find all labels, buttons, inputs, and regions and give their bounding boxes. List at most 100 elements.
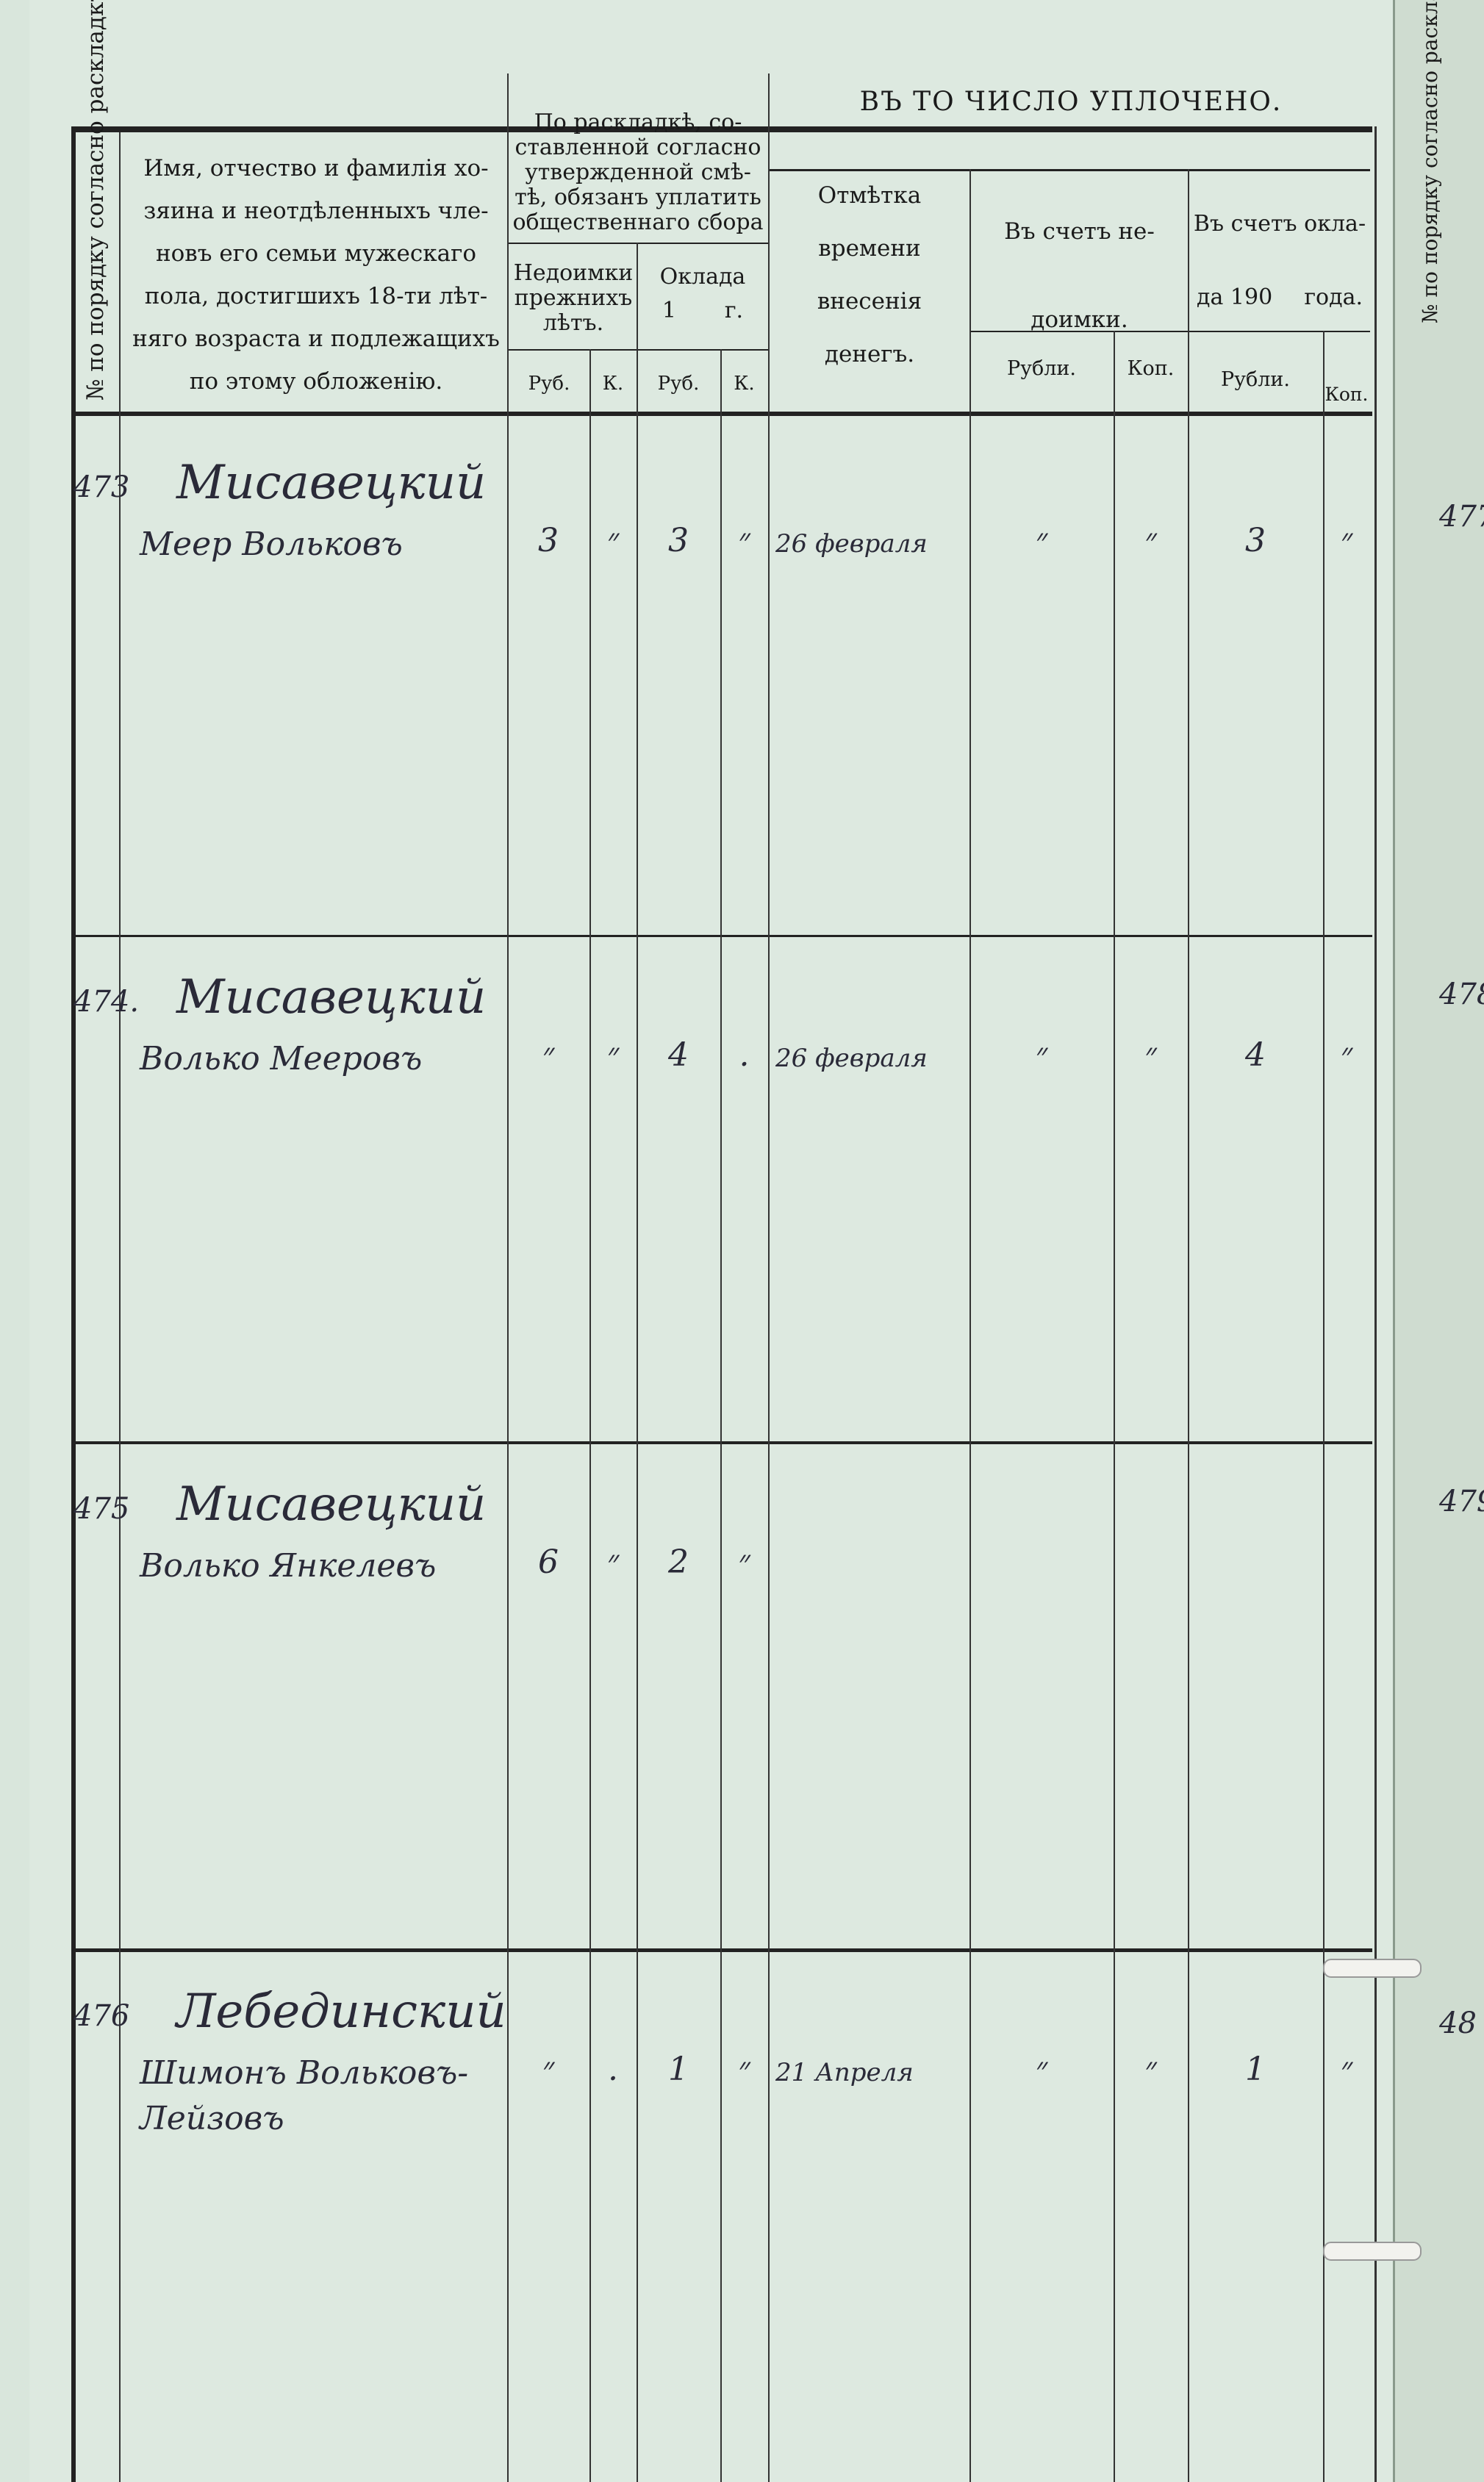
levy-kop-cell: ״ bbox=[738, 1543, 750, 1581]
column-divider bbox=[768, 73, 770, 2482]
given-names: Волько Янкелевъ bbox=[140, 1543, 436, 1589]
row-number: 473 bbox=[74, 470, 130, 504]
levy-rub-cell: 2 bbox=[668, 1543, 689, 1581]
header-line: внесенія bbox=[817, 288, 922, 315]
header-levy-suffix: г. bbox=[724, 298, 744, 323]
header-line: Недоимки bbox=[513, 260, 634, 286]
column-divider bbox=[969, 169, 971, 2482]
given-names: Шимонъ Вольковъ- Лейзовъ bbox=[140, 2051, 468, 2142]
next-page-row-number: 477 bbox=[1439, 500, 1484, 534]
header-line: тѣ, обязанъ уплатить bbox=[515, 184, 761, 210]
next-page-row-number: 479 bbox=[1439, 1485, 1484, 1518]
header-rubles: Рубли. bbox=[1006, 357, 1077, 380]
column-divider bbox=[637, 243, 638, 2482]
header-line: года. bbox=[1304, 284, 1363, 310]
header-line: Оклада bbox=[659, 264, 746, 290]
ledger-table bbox=[71, 126, 1377, 2482]
given-line: Волько Янкелевъ bbox=[140, 1547, 437, 1585]
paid-arr-rub-cell: ״ bbox=[1035, 2051, 1048, 2088]
next-page-row-number: 478 bbox=[1439, 978, 1484, 1011]
header-date: Отмѣтка времени внесенія денегъ. bbox=[770, 169, 969, 381]
arrears-rub-cell: ״ bbox=[542, 2051, 555, 2088]
levy-kop-cell: ״ bbox=[738, 522, 750, 559]
row-number: 474. bbox=[74, 985, 140, 1019]
levy-rub-cell: 3 bbox=[668, 522, 689, 559]
header-subrule bbox=[768, 169, 1370, 171]
surname: Лебединский bbox=[176, 1984, 506, 2039]
next-page-header: № по порядку согласно раскладкѣ. bbox=[1418, 0, 1442, 323]
row-divider bbox=[71, 1441, 1372, 1444]
arrears-rub-cell: 3 bbox=[538, 522, 559, 559]
header-rubles: Рубли. bbox=[1220, 368, 1291, 391]
arrears-kop-cell: . bbox=[608, 2051, 618, 2088]
header-line: доимки. bbox=[1030, 306, 1128, 333]
header-levy-year: 1 bbox=[662, 298, 676, 323]
paid-arr-kop-cell: ״ bbox=[1144, 522, 1157, 559]
surname: Мисавецкий bbox=[176, 970, 487, 1025]
header-line: Отмѣтка bbox=[817, 182, 922, 209]
header-line: по этому обложенію. bbox=[189, 368, 443, 395]
payment-date: 26 февраля bbox=[775, 529, 928, 559]
column-divider bbox=[507, 73, 509, 2482]
paid-levy-kop-cell: ״ bbox=[1340, 2051, 1353, 2088]
column-divider bbox=[720, 349, 722, 2482]
header-assessment: По раскладкѣ, со- ставленной согласно ут… bbox=[509, 110, 767, 235]
given-names: Меер Вольковъ bbox=[140, 522, 403, 567]
surname: Мисавецкий bbox=[176, 1477, 487, 1532]
arrears-kop-cell: ״ bbox=[606, 1036, 620, 1074]
header-line: утвержденной смѣ- bbox=[525, 159, 751, 185]
binding-cord bbox=[1323, 1959, 1422, 1978]
column-divider bbox=[119, 132, 121, 2482]
header-line: денегъ. bbox=[824, 341, 915, 367]
next-page-edge: № по порядку согласно раскладкѣ. 477 478… bbox=[1393, 0, 1484, 2482]
given-line: Меер Вольковъ bbox=[140, 526, 403, 563]
row-number: 476 bbox=[74, 1999, 130, 2033]
payment-date: 21 Апреля bbox=[775, 2058, 914, 2087]
header-name-column: Имя, отчество и фамилія хо- зяина и неот… bbox=[129, 147, 503, 403]
header-kop: К. bbox=[734, 373, 755, 395]
paid-levy-rub-cell: 1 bbox=[1245, 2051, 1266, 2088]
paid-arr-kop-cell: ״ bbox=[1144, 2051, 1157, 2088]
column-divider bbox=[589, 349, 591, 2482]
header-paid-arrears: Въ счетъ не- доимки. bbox=[971, 187, 1188, 364]
paid-levy-kop-cell: ״ bbox=[1340, 1036, 1353, 1074]
header-line: няго возраста и подлежащихъ bbox=[132, 326, 500, 352]
header-line: Имя, отчество и фамилія хо- bbox=[143, 155, 489, 182]
paid-levy-rub-cell: 4 bbox=[1245, 1036, 1266, 1074]
paid-arr-rub-cell: ״ bbox=[1035, 522, 1048, 559]
payment-date: 26 февраля bbox=[775, 1044, 928, 1073]
header-line: новъ его семьи мужескаго bbox=[155, 240, 476, 267]
next-page-row-number: 48 bbox=[1439, 2006, 1477, 2040]
paid-arr-rub-cell: ״ bbox=[1035, 1036, 1048, 1074]
header-line: лѣтъ. bbox=[542, 310, 604, 336]
header-line: да 190 bbox=[1197, 284, 1273, 310]
header-levy: Оклада 1 г. bbox=[638, 265, 767, 323]
header-line: По раскладкѣ, со- bbox=[534, 110, 742, 135]
header-line: зяина и неотдѣленныхъ чле- bbox=[143, 198, 489, 224]
header-line: прежнихъ bbox=[514, 285, 633, 311]
header-line: Въ счетъ не- bbox=[1004, 218, 1155, 245]
column-divider bbox=[1323, 331, 1325, 2482]
header-row-number: № по порядку согласно раскладкѣ. bbox=[82, 0, 109, 401]
header-line: ставленной согласно bbox=[515, 134, 761, 160]
given-line: Лейзовъ bbox=[140, 2100, 284, 2137]
levy-kop-cell: . bbox=[739, 1036, 750, 1074]
header-subrule bbox=[969, 331, 1370, 332]
header-bottom-rule bbox=[71, 412, 1372, 416]
header-line: времени bbox=[818, 235, 921, 262]
header-kopecks: Коп. bbox=[1325, 384, 1369, 405]
binding-cord bbox=[1323, 2242, 1422, 2261]
given-line: Волько Мееровъ bbox=[140, 1040, 423, 1077]
header-paid-group: ВЪ ТО ЧИСЛО УПЛОЧЕНО. bbox=[859, 87, 1283, 117]
paid-arr-kop-cell: ״ bbox=[1144, 1036, 1157, 1074]
row-divider bbox=[71, 1948, 1372, 1952]
arrears-kop-cell: ״ bbox=[606, 522, 620, 559]
header-line: пола, достигшихъ 18-ти лѣт- bbox=[144, 283, 488, 309]
paid-levy-kop-cell: ״ bbox=[1340, 522, 1353, 559]
arrears-rub-cell: 6 bbox=[538, 1543, 559, 1581]
arrears-rub-cell: ״ bbox=[542, 1036, 555, 1074]
row-divider bbox=[71, 935, 1372, 937]
levy-rub-cell: 4 bbox=[668, 1036, 689, 1074]
header-kop: К. bbox=[602, 373, 624, 395]
arrears-kop-cell: ״ bbox=[606, 1543, 620, 1581]
